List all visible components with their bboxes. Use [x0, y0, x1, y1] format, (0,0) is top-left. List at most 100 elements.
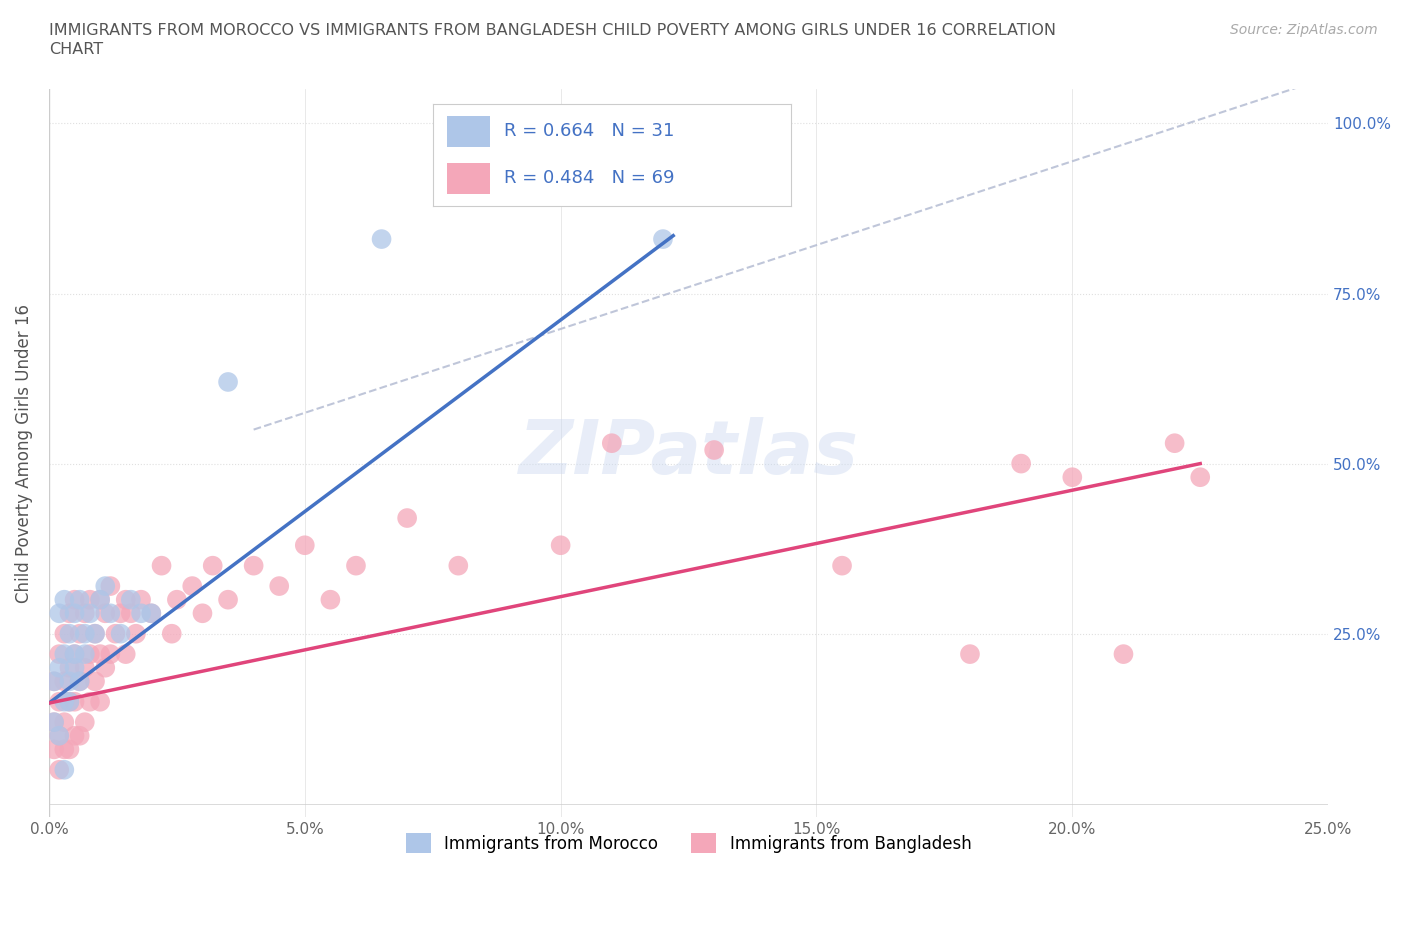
Point	[94, 605, 117, 620]
Point	[150, 558, 173, 573]
Point	[69, 674, 91, 689]
Point	[181, 578, 204, 593]
Point	[53, 646, 76, 661]
Point	[89, 592, 111, 607]
Point	[89, 592, 111, 607]
Point	[69, 674, 91, 689]
Point	[104, 626, 127, 641]
Point	[201, 558, 224, 573]
Point	[94, 660, 117, 675]
Point	[73, 715, 96, 730]
Point	[652, 232, 675, 246]
Point	[141, 605, 163, 620]
Text: CHART: CHART	[49, 42, 103, 57]
Point	[63, 695, 86, 710]
Point	[831, 558, 853, 573]
Point	[48, 660, 70, 675]
Point	[73, 626, 96, 641]
Point	[73, 605, 96, 620]
Point	[58, 626, 80, 641]
Point	[1189, 470, 1212, 485]
Point	[53, 742, 76, 757]
Point	[114, 592, 136, 607]
Point	[1112, 646, 1135, 661]
Point	[120, 605, 142, 620]
Point	[120, 592, 142, 607]
Y-axis label: Child Poverty Among Girls Under 16: Child Poverty Among Girls Under 16	[15, 304, 32, 603]
Point	[69, 626, 91, 641]
Point	[42, 674, 65, 689]
Point	[129, 592, 152, 607]
Point	[84, 626, 107, 641]
Point	[191, 605, 214, 620]
Point	[94, 578, 117, 593]
Point	[217, 592, 239, 607]
Point	[53, 674, 76, 689]
Point	[63, 605, 86, 620]
Point	[110, 626, 132, 641]
Point	[53, 592, 76, 607]
Point	[447, 558, 470, 573]
Point	[48, 695, 70, 710]
Point	[242, 558, 264, 573]
Point	[600, 436, 623, 451]
Point	[269, 578, 291, 593]
Point	[89, 695, 111, 710]
Point	[125, 626, 148, 641]
Point	[100, 646, 122, 661]
Point	[63, 592, 86, 607]
Point	[73, 660, 96, 675]
Point	[1163, 436, 1185, 451]
Point	[166, 592, 188, 607]
Point	[344, 558, 367, 573]
Point	[84, 674, 107, 689]
Point	[63, 728, 86, 743]
Point	[48, 763, 70, 777]
Point	[63, 660, 86, 675]
Point	[42, 674, 65, 689]
Point	[84, 626, 107, 641]
Point	[58, 605, 80, 620]
Point	[550, 538, 572, 552]
Point	[89, 646, 111, 661]
Point	[79, 646, 101, 661]
Point	[114, 646, 136, 661]
Point	[58, 674, 80, 689]
Point	[79, 695, 101, 710]
Point	[100, 605, 122, 620]
Point	[69, 728, 91, 743]
Point	[58, 742, 80, 757]
Point	[370, 232, 392, 246]
Point	[396, 511, 419, 525]
Point	[42, 715, 65, 730]
Point	[58, 695, 80, 710]
Point	[294, 538, 316, 552]
Point	[110, 605, 132, 620]
Legend: Immigrants from Morocco, Immigrants from Bangladesh: Immigrants from Morocco, Immigrants from…	[399, 827, 979, 860]
Point	[69, 592, 91, 607]
Point	[42, 715, 65, 730]
Point	[48, 605, 70, 620]
Point	[63, 646, 86, 661]
Point	[58, 695, 80, 710]
Point	[58, 660, 80, 675]
Point	[1062, 470, 1084, 485]
Point	[42, 742, 65, 757]
Point	[129, 605, 152, 620]
Point	[48, 728, 70, 743]
Point	[53, 715, 76, 730]
Point	[53, 695, 76, 710]
Point	[1010, 457, 1032, 472]
Point	[217, 375, 239, 390]
Text: ZIPatlas: ZIPatlas	[519, 417, 859, 490]
Point	[53, 763, 76, 777]
Point	[141, 605, 163, 620]
Point	[63, 646, 86, 661]
Point	[959, 646, 981, 661]
Point	[53, 626, 76, 641]
Point	[703, 443, 725, 458]
Point	[48, 646, 70, 661]
Text: Source: ZipAtlas.com: Source: ZipAtlas.com	[1230, 23, 1378, 37]
Point	[48, 728, 70, 743]
Point	[73, 646, 96, 661]
